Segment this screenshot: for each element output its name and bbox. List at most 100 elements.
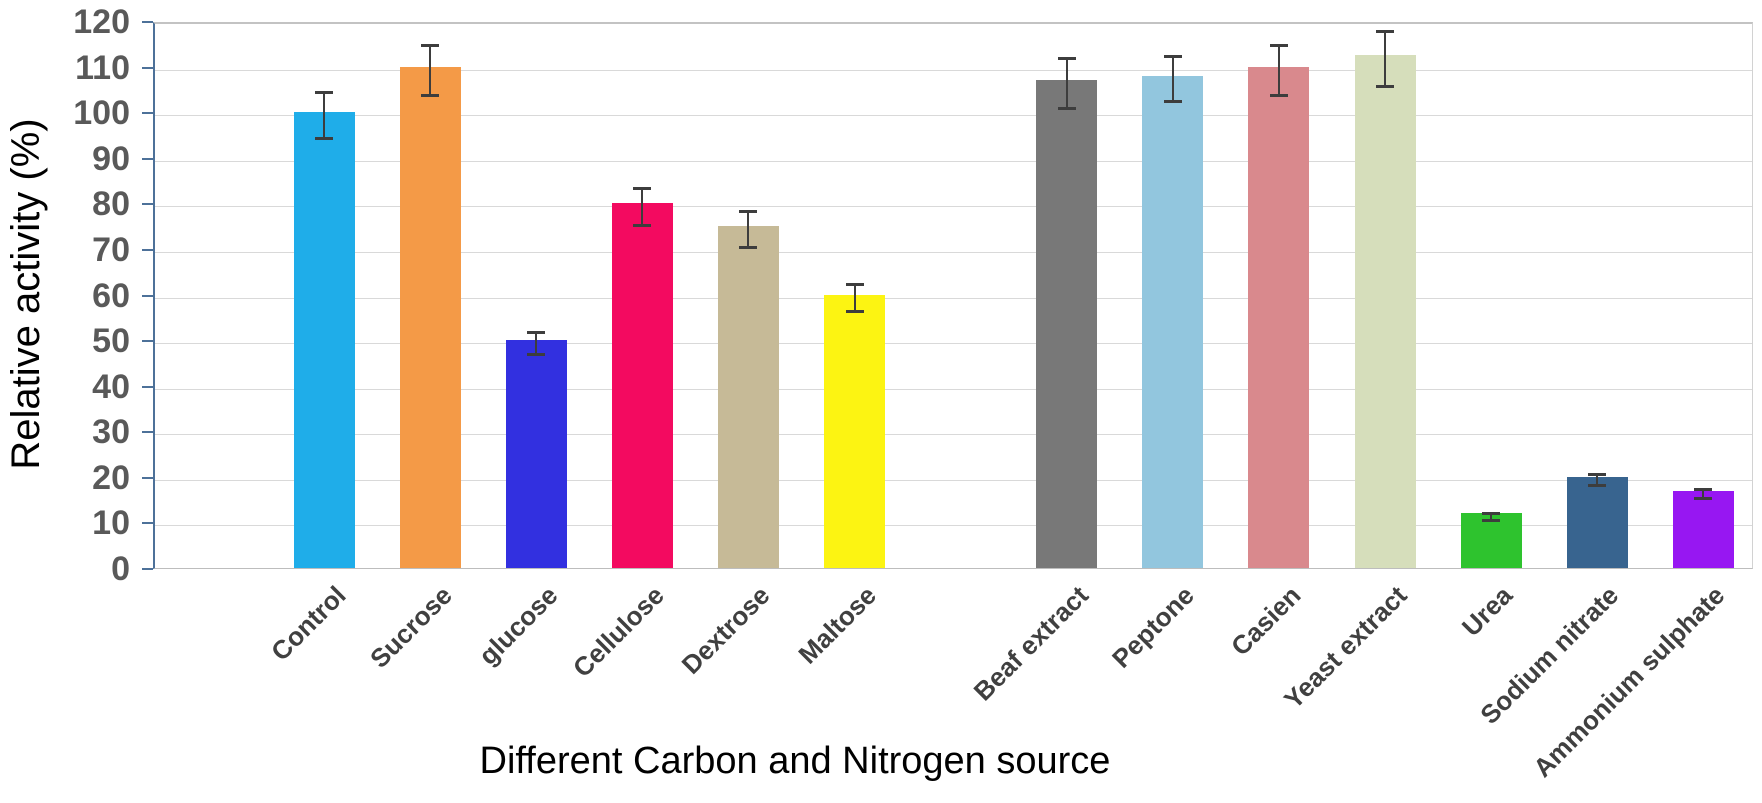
bar-control — [293, 112, 355, 568]
gridline-y-60 — [155, 297, 1752, 299]
error-bar-cap-top-yeast-extract — [1376, 29, 1394, 33]
y-tick-label-0: 0 — [111, 550, 130, 588]
y-tick-label-50: 50 — [92, 322, 130, 361]
bar-peptone — [1142, 75, 1204, 568]
error-bar-cap-bottom-cellulose — [633, 223, 652, 227]
error-bar-cap-bottom-sucrose — [421, 93, 440, 97]
category-label-control: Control — [264, 580, 352, 667]
category-label-dextrose: Dextrose — [675, 580, 776, 680]
y-axis-tick-70 — [142, 248, 153, 251]
error-bar-cap-top-beaf-extract — [1057, 57, 1076, 61]
error-bar-cap-top-glucose — [527, 330, 546, 334]
error-bar-cap-bottom-glucose — [527, 353, 546, 357]
y-axis-tick-110 — [142, 66, 153, 69]
gridline-y-80 — [155, 206, 1752, 208]
gridline-y-110 — [155, 69, 1752, 71]
y-tick-label-10: 10 — [92, 504, 130, 543]
bar-sodium-nitrate — [1566, 476, 1628, 568]
y-tick-label-90: 90 — [92, 139, 130, 178]
gridline-y-70 — [155, 251, 1752, 253]
bar-dextrose — [717, 226, 779, 568]
error-bar-cap-top-sucrose — [421, 43, 440, 47]
error-bar-dextrose — [747, 210, 750, 248]
y-tick-label-20: 20 — [92, 458, 130, 497]
bar-ammonium-sulphate — [1672, 490, 1734, 568]
error-bar-cap-top-cellulose — [633, 187, 652, 191]
category-label-cellulose: Cellulose — [566, 580, 670, 683]
error-bar-cap-top-urea — [1482, 511, 1501, 515]
error-bar-cap-bottom-dextrose — [739, 246, 758, 250]
error-bar-glucose — [535, 331, 538, 355]
bar-sucrose — [399, 66, 461, 568]
y-tick-label-30: 30 — [92, 413, 130, 452]
bar-maltose — [824, 294, 885, 568]
plot-area — [153, 22, 1753, 569]
y-axis-tick-100 — [142, 112, 153, 115]
y-axis-tick-30 — [142, 431, 153, 434]
error-bar-cap-bottom-casien — [1269, 93, 1288, 97]
category-label-casien: Casien — [1224, 580, 1307, 662]
y-tick-label-60: 60 — [92, 276, 130, 315]
gridline-y-50 — [155, 343, 1752, 345]
y-axis-tick-60 — [142, 294, 153, 297]
error-bar-cap-bottom-ammonium-sulphate — [1694, 497, 1713, 501]
error-bar-ammonium-sulphate — [1702, 488, 1705, 499]
y-axis-tick-90 — [142, 157, 153, 160]
bar-cellulose — [611, 203, 673, 568]
y-axis-tick-10 — [142, 522, 153, 525]
y-axis-tick-0 — [142, 568, 153, 570]
gridline-y-10 — [155, 525, 1752, 527]
y-tick-label-100: 100 — [73, 94, 130, 133]
error-bar-cap-bottom-peptone — [1163, 100, 1182, 104]
category-label-glucose: glucose — [472, 580, 564, 671]
error-bar-sodium-nitrate — [1596, 474, 1599, 486]
error-bar-maltose — [853, 283, 856, 312]
category-label-beaf-extract: Beaf extract — [967, 580, 1094, 707]
error-bar-control — [323, 92, 325, 138]
error-bar-cap-top-control — [315, 91, 333, 95]
y-tick-label-80: 80 — [92, 185, 130, 224]
y-tick-label-120: 120 — [73, 3, 130, 41]
bar-beaf-extract — [1036, 80, 1098, 568]
bar-urea — [1460, 513, 1522, 568]
error-bar-cap-bottom-control — [315, 136, 333, 140]
y-tick-label-110: 110 — [75, 48, 130, 87]
error-bar-cap-top-sodium-nitrate — [1588, 473, 1607, 477]
category-label-peptone: Peptone — [1106, 580, 1201, 674]
gridline-y-20 — [155, 479, 1752, 481]
bar-casien — [1248, 66, 1310, 568]
error-bar-cap-top-maltose — [845, 282, 864, 286]
error-bar-cap-top-casien — [1269, 43, 1288, 47]
y-tick-label-70: 70 — [92, 230, 130, 269]
bar-glucose — [505, 340, 567, 568]
category-label-urea: Urea — [1456, 580, 1519, 643]
error-bar-peptone — [1171, 55, 1174, 102]
gridline-y-90 — [155, 160, 1752, 162]
gridline-y-40 — [155, 388, 1752, 390]
gridline-y-100 — [155, 115, 1752, 117]
error-bar-urea — [1490, 512, 1493, 520]
error-bar-cap-bottom-beaf-extract — [1057, 107, 1076, 111]
error-bar-beaf-extract — [1065, 58, 1068, 109]
category-label-maltose: Maltose — [792, 580, 882, 670]
error-bar-cap-top-ammonium-sulphate — [1694, 487, 1713, 491]
y-axis-tick-40 — [142, 385, 153, 388]
error-bar-cap-top-dextrose — [739, 209, 758, 213]
y-axis-tick-80 — [142, 203, 153, 206]
y-axis-tick-50 — [142, 340, 153, 343]
error-bar-cap-bottom-sodium-nitrate — [1588, 484, 1607, 488]
error-bar-cap-top-peptone — [1163, 54, 1182, 58]
error-bar-cap-bottom-urea — [1482, 518, 1501, 522]
gridline-y-30 — [155, 434, 1752, 436]
error-bar-yeast-extract — [1384, 30, 1386, 86]
x-axis-title: Different Carbon and Nitrogen source — [479, 740, 1111, 782]
category-label-sucrose: Sucrose — [363, 580, 458, 674]
category-label-ammonium-sulphate: Ammonium sulphate — [1527, 580, 1731, 784]
error-bar-cellulose — [641, 188, 644, 225]
error-bar-casien — [1277, 44, 1280, 95]
error-bar-sucrose — [429, 44, 432, 95]
error-bar-cap-bottom-maltose — [845, 310, 864, 314]
y-axis-tick-120 — [142, 21, 153, 23]
error-bar-cap-bottom-yeast-extract — [1376, 84, 1394, 88]
bar-yeast-extract — [1354, 55, 1416, 568]
